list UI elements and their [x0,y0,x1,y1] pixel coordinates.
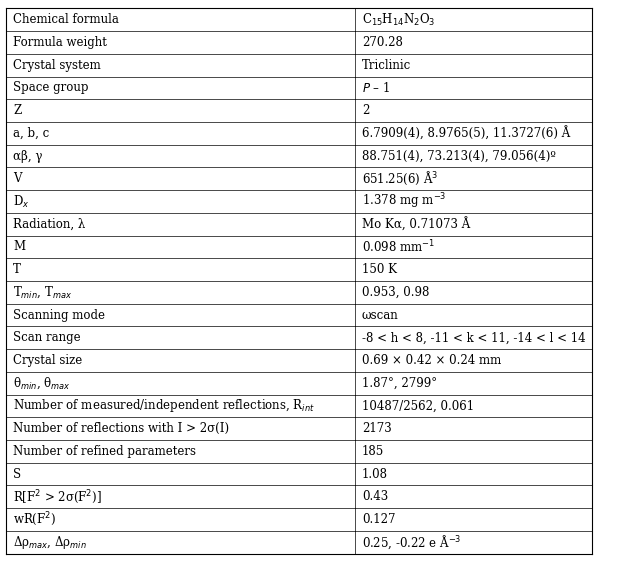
Text: Scanning mode: Scanning mode [13,309,105,321]
Text: 0.43: 0.43 [362,490,388,504]
Text: αβ, γ: αβ, γ [13,149,43,162]
Text: 185: 185 [362,445,384,458]
Text: 150 K: 150 K [362,263,397,276]
Text: Space group: Space group [13,81,89,94]
Text: 0.098 mm$^{-1}$: 0.098 mm$^{-1}$ [362,239,435,255]
Text: D$_{x}$: D$_{x}$ [13,193,30,210]
Text: $P$ – 1: $P$ – 1 [362,81,390,95]
Text: 270.28: 270.28 [362,36,403,49]
Text: 0.69 × 0.42 × 0.24 mm: 0.69 × 0.42 × 0.24 mm [362,354,501,367]
Text: Crystal size: Crystal size [13,354,82,367]
Text: Mo Kα, 0.71073 Å: Mo Kα, 0.71073 Å [362,217,470,232]
Text: Number of refined parameters: Number of refined parameters [13,445,196,458]
Text: a, b, c: a, b, c [13,127,50,140]
Text: Formula weight: Formula weight [13,36,107,49]
Text: Z: Z [13,104,21,117]
Text: Number of reflections with I > 2σ(I): Number of reflections with I > 2σ(I) [13,422,230,435]
Text: S: S [13,468,21,481]
Text: θ$_{min}$, θ$_{max}$: θ$_{min}$, θ$_{max}$ [13,375,71,391]
Text: Crystal system: Crystal system [13,58,101,72]
Text: 651.25(6) Å$^{3}$: 651.25(6) Å$^{3}$ [362,170,438,187]
Text: Scan range: Scan range [13,331,81,345]
Text: M: M [13,241,25,253]
Text: 10487/2562, 0.061: 10487/2562, 0.061 [362,400,474,413]
Text: 0.25, -0.22 e Å$^{-3}$: 0.25, -0.22 e Å$^{-3}$ [362,533,461,551]
Text: 1.87°, 2799°: 1.87°, 2799° [362,377,437,389]
Text: Number of measured/independent reflections, R$_{int}$: Number of measured/independent reflectio… [13,397,315,414]
Text: Δρ$_{max}$, Δρ$_{min}$: Δρ$_{max}$, Δρ$_{min}$ [13,534,87,551]
Text: -8 < h < 8, -11 < k < 11, -14 < l < 14: -8 < h < 8, -11 < k < 11, -14 < l < 14 [362,331,586,345]
Text: 88.751(4), 73.213(4), 79.056(4)º: 88.751(4), 73.213(4), 79.056(4)º [362,149,555,162]
Text: 0.127: 0.127 [362,513,395,526]
Text: Triclinic: Triclinic [362,58,411,72]
Text: Chemical formula: Chemical formula [13,13,119,26]
Text: 6.7909(4), 8.9765(5), 11.3727(6) Å: 6.7909(4), 8.9765(5), 11.3727(6) Å [362,126,570,140]
Text: Radiation, λ: Radiation, λ [13,217,86,231]
Text: C$_{15}$H$_{14}$N$_{2}$O$_{3}$: C$_{15}$H$_{14}$N$_{2}$O$_{3}$ [362,12,435,28]
Text: T$_{min}$, T$_{max}$: T$_{min}$, T$_{max}$ [13,284,72,300]
Text: 2: 2 [362,104,369,117]
Text: ωscan: ωscan [362,309,399,321]
Text: 1.08: 1.08 [362,468,387,481]
Text: T: T [13,263,21,276]
Text: 0.953, 0.98: 0.953, 0.98 [362,286,429,299]
Text: 1.378 mg m$^{-3}$: 1.378 mg m$^{-3}$ [362,192,446,211]
Text: V: V [13,173,21,185]
Text: R[F$^{2}$ > 2σ(F$^{2}$)]: R[F$^{2}$ > 2σ(F$^{2}$)] [13,488,102,506]
Text: 2173: 2173 [362,422,391,435]
Text: wR(F$^{2}$): wR(F$^{2}$) [13,511,56,528]
